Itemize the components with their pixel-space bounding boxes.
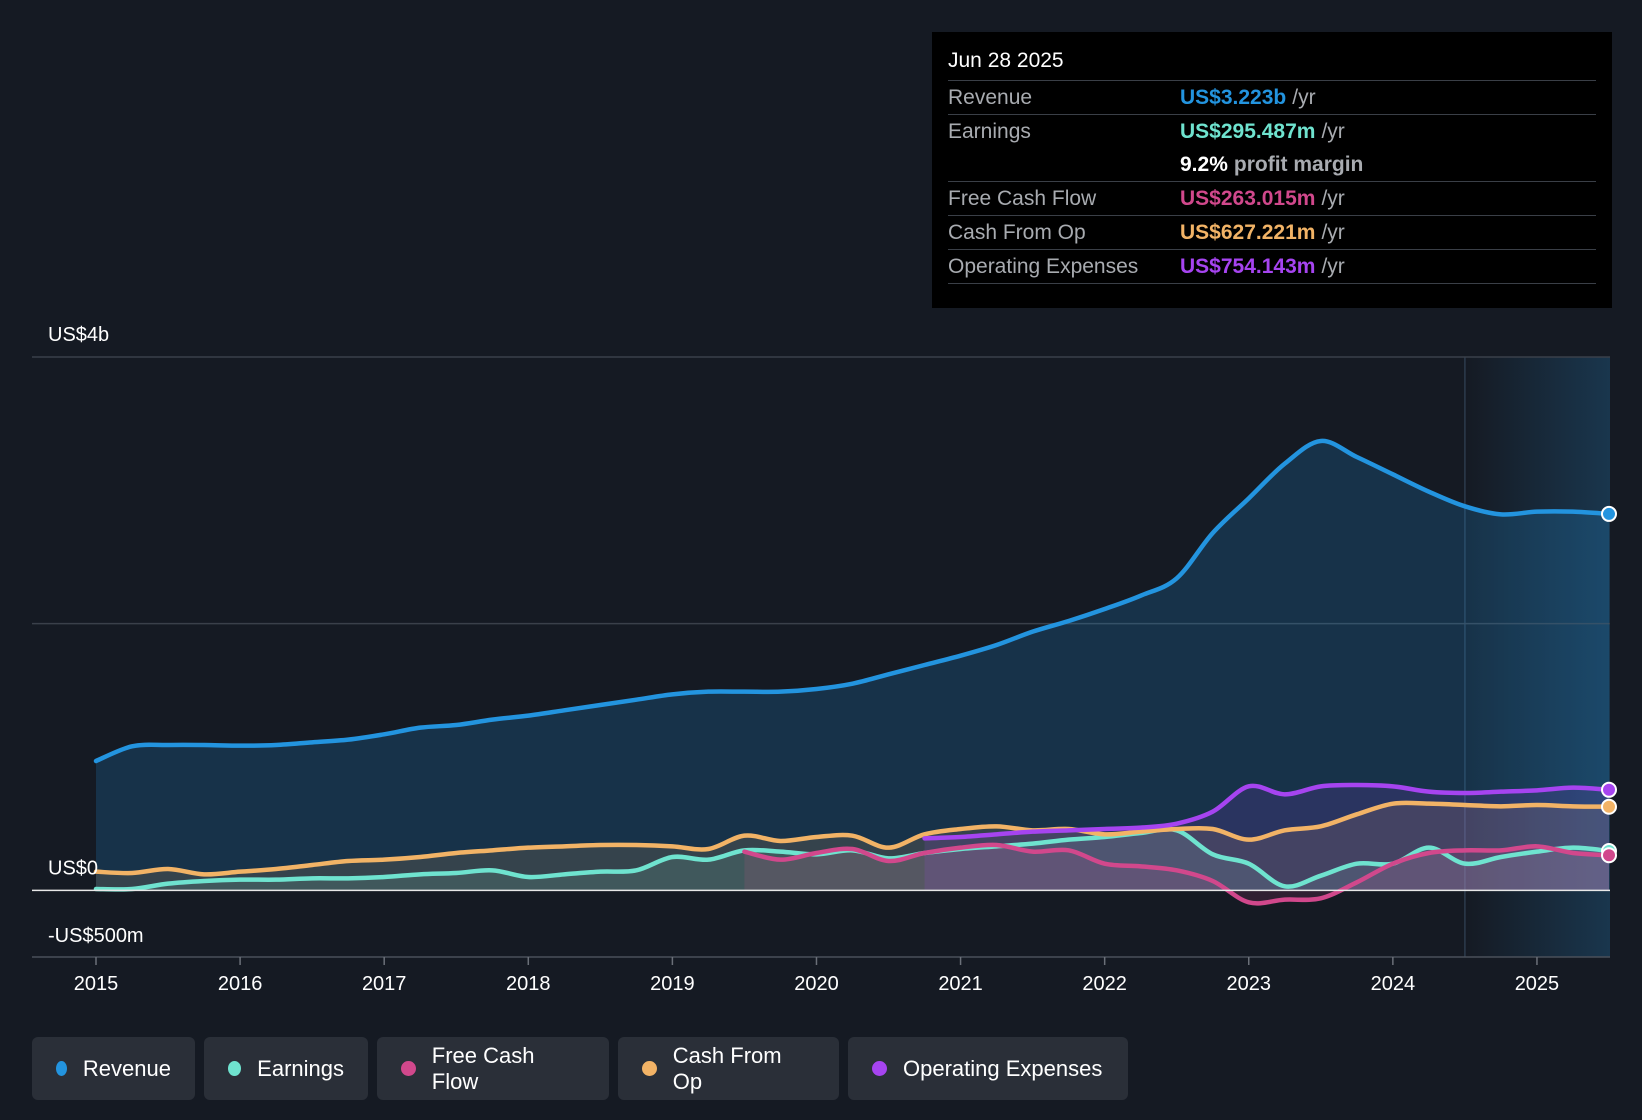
tooltip-value: US$627.221m [1180, 221, 1316, 244]
legend: Revenue Earnings Free Cash Flow Cash Fro… [32, 1037, 1128, 1100]
tooltip-unit: /yr [1321, 255, 1345, 278]
revenue-line [93, 438, 1612, 764]
y-tick-label: -US$500m [48, 925, 144, 947]
tooltip-label: Revenue [948, 86, 1033, 109]
free-cash-flow-area [744, 844, 1609, 904]
x-tick-label: 2021 [938, 973, 983, 995]
revenue-dot-icon [56, 1061, 67, 1076]
grid-layer [32, 356, 1610, 958]
tooltip-label: Cash From Op [948, 221, 1086, 244]
tooltip-label: Earnings [948, 120, 1031, 143]
tooltip-row-margin: 9.2% profit margin [948, 148, 1596, 182]
x-tick-label: 2018 [506, 973, 551, 995]
tooltip-label: Operating Expenses [948, 255, 1139, 278]
legend-label: Operating Expenses [903, 1055, 1103, 1081]
tooltip-row-earnings: Earnings US$295.487m /yr [948, 115, 1596, 148]
free-cash-flow-line [742, 842, 1612, 906]
tooltip-row-fcf: Free Cash Flow US$263.015m /yr [948, 182, 1596, 216]
tooltip-row-cfo: Cash From Op US$627.221m /yr [948, 216, 1596, 250]
x-tick-label: 2016 [218, 973, 263, 995]
x-tick-label: 2019 [650, 973, 695, 995]
revenue-end-point [1601, 505, 1617, 522]
cash-from-op-end-point [1601, 798, 1617, 815]
earnings-dot-icon [228, 1061, 242, 1076]
legend-item-cash-from-op[interactable]: Cash From Op [618, 1037, 839, 1100]
cash-from-op-area [96, 802, 1609, 891]
tooltip-label: Free Cash Flow [948, 187, 1097, 210]
legend-label: Earnings [257, 1055, 344, 1081]
tooltip-unit: /yr [1321, 187, 1345, 210]
free-cash-flow-dot-icon [401, 1061, 416, 1076]
tooltip-value: US$295.487m [1180, 120, 1316, 143]
tooltip-unit: /yr [1321, 221, 1345, 244]
cash-from-op-line [93, 800, 1612, 877]
x-tick-label: 2022 [1082, 973, 1127, 995]
legend-item-free-cash-flow[interactable]: Free Cash Flow [377, 1037, 609, 1100]
line-layer [32, 438, 1617, 906]
free-cash-flow-end-point [1601, 847, 1617, 864]
tooltip-row-revenue: Revenue US$3.223b /yr [948, 81, 1596, 115]
tooltip-value: 9.2% [1180, 153, 1228, 176]
cash-from-op-dot-icon [642, 1061, 657, 1076]
tooltip-panel: Jun 28 2025 Revenue US$3.223b /yr Earnin… [932, 32, 1612, 308]
tooltip-label [948, 148, 1180, 181]
tooltip-unit: profit margin [1233, 153, 1364, 176]
x-tick-label: 2025 [1515, 973, 1560, 995]
revenue-area [96, 440, 1609, 891]
tooltip-row-opex: Operating Expenses US$754.143m /yr [948, 250, 1596, 284]
tooltip-value: US$3.223b [1180, 86, 1287, 109]
y-tick-label: US$4b [48, 324, 109, 346]
tooltip-unit: /yr [1292, 86, 1316, 109]
x-tick-label: 2015 [74, 973, 119, 995]
tooltip-date: Jun 28 2025 [948, 46, 1596, 81]
x-tick-label: 2020 [794, 973, 839, 995]
recent-period-shade [1464, 357, 1610, 957]
tooltip-unit: /yr [1321, 120, 1345, 143]
legend-item-earnings[interactable]: Earnings [204, 1037, 368, 1100]
tooltip-value: US$263.015m [1180, 187, 1316, 210]
earnings-area [96, 829, 1609, 891]
tooltip-value: US$754.143m [1180, 255, 1316, 278]
legend-label: Free Cash Flow [431, 1042, 535, 1094]
plot-background [32, 357, 1610, 957]
x-tick-label: 2024 [1371, 973, 1416, 995]
area-layer [96, 440, 1609, 904]
operating-expenses-dot-icon [872, 1061, 887, 1076]
operating-expenses-line [922, 782, 1612, 841]
x-tick-label: 2017 [362, 973, 407, 995]
legend-item-revenue[interactable]: Revenue [32, 1037, 195, 1100]
x-tick-label: 2023 [1227, 973, 1272, 995]
legend-item-operating-expenses[interactable]: Operating Expenses [848, 1037, 1128, 1100]
y-tick-label: US$0 [48, 857, 98, 879]
legend-label: Cash From Op [672, 1042, 782, 1094]
legend-label: Revenue [82, 1055, 171, 1081]
operating-expenses-end-point [1601, 781, 1617, 798]
axis-layer: US$4b US$0 -US$500m 2015 2016 2017 2018 2019 202… [48, 324, 1559, 995]
